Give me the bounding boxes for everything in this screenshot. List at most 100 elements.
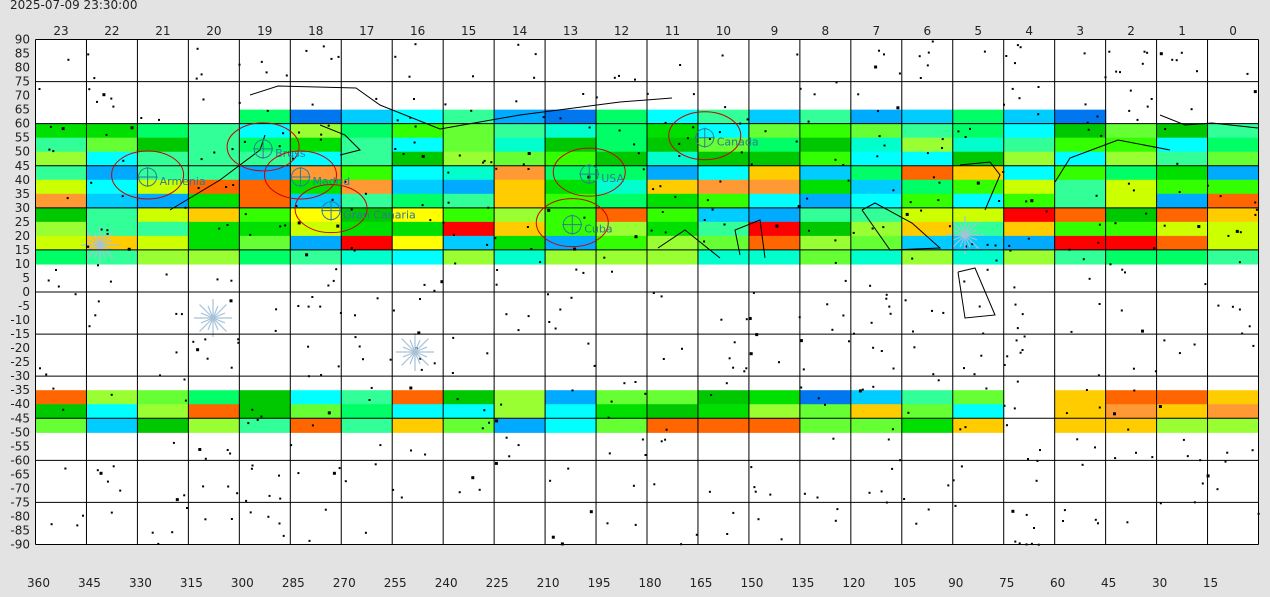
star-dot bbox=[710, 394, 713, 396]
coverage-cell bbox=[647, 390, 699, 405]
site-marker: Gran Canaria bbox=[294, 184, 416, 234]
ra-label: 30 bbox=[1152, 576, 1167, 590]
star-dot bbox=[652, 292, 655, 294]
star-dot bbox=[419, 298, 421, 300]
star-dot bbox=[297, 305, 300, 307]
star-dot bbox=[1206, 474, 1210, 478]
coverage-cell bbox=[1003, 165, 1056, 181]
star-dot bbox=[379, 444, 382, 447]
coverage-cell bbox=[1003, 221, 1056, 237]
coverage-cell bbox=[239, 390, 291, 405]
star-dot bbox=[826, 303, 829, 306]
star-dot bbox=[726, 533, 729, 535]
star-dot bbox=[1127, 428, 1130, 431]
star-dot bbox=[534, 53, 537, 56]
coverage-cell bbox=[1156, 165, 1209, 181]
coverage-cell bbox=[188, 207, 240, 223]
star-dot bbox=[719, 180, 722, 183]
star-dot bbox=[641, 438, 644, 441]
star-dot bbox=[868, 491, 871, 494]
starburst-ray bbox=[951, 234, 966, 249]
coverage-cell bbox=[290, 207, 342, 223]
star-dot bbox=[724, 106, 727, 109]
star-dot bbox=[186, 507, 188, 509]
coverage-cell bbox=[1156, 207, 1209, 223]
star-dot bbox=[488, 421, 490, 424]
coverage-cell bbox=[799, 193, 852, 209]
star-dot bbox=[52, 150, 55, 153]
star-dot bbox=[1006, 424, 1008, 427]
coverage-cell bbox=[392, 235, 444, 251]
declination-label: 20 bbox=[15, 229, 30, 243]
star-dot bbox=[350, 208, 353, 211]
star-dot bbox=[52, 387, 55, 390]
star-dot bbox=[231, 148, 234, 151]
star-dot bbox=[409, 116, 412, 119]
star-dot bbox=[478, 488, 481, 491]
starburst-ray bbox=[99, 232, 106, 246]
coverage-cell bbox=[799, 137, 852, 153]
coverage-cell bbox=[850, 109, 903, 125]
star-dot bbox=[319, 305, 322, 308]
coverage-cell bbox=[239, 137, 291, 153]
star-dot bbox=[86, 244, 90, 248]
site-ring bbox=[226, 122, 300, 172]
coverage-cell bbox=[901, 418, 954, 433]
star-dot bbox=[872, 385, 875, 388]
star-dot bbox=[664, 231, 667, 234]
starburst-ray bbox=[401, 351, 416, 366]
hour-label: 6 bbox=[923, 24, 931, 38]
star-dot bbox=[195, 77, 198, 80]
star-dot bbox=[632, 484, 635, 487]
star-dot bbox=[870, 321, 873, 324]
coverage-cell bbox=[1105, 193, 1158, 209]
star-dot bbox=[813, 93, 816, 96]
hour-label: 19 bbox=[257, 24, 272, 38]
star-dot bbox=[96, 100, 98, 103]
star-dot bbox=[750, 466, 753, 469]
star-dot bbox=[1135, 451, 1137, 454]
star-dot bbox=[1255, 208, 1258, 211]
star-dot bbox=[112, 105, 115, 108]
declination-label: 0 bbox=[22, 285, 30, 299]
star-dot bbox=[159, 374, 161, 377]
star-dot bbox=[481, 427, 484, 430]
star-dot bbox=[409, 386, 413, 390]
site-marker: Madrid bbox=[263, 150, 350, 200]
star-dot bbox=[703, 219, 706, 221]
star-dot bbox=[57, 285, 60, 288]
coverage-cell bbox=[341, 235, 393, 251]
star-dot bbox=[567, 467, 570, 470]
coverage-cell bbox=[1105, 235, 1158, 251]
star-dot bbox=[1109, 263, 1112, 266]
star-dot bbox=[308, 539, 311, 542]
star-dot bbox=[48, 148, 51, 151]
star-dot bbox=[646, 92, 649, 95]
star-dot bbox=[196, 47, 199, 50]
declination-label: -55 bbox=[10, 439, 30, 453]
star-dot bbox=[67, 58, 70, 61]
coverage-cell bbox=[1207, 390, 1260, 405]
star-dot bbox=[327, 284, 330, 287]
coverage-cell bbox=[188, 221, 240, 237]
coverage-cell bbox=[341, 151, 393, 167]
starburst-ray bbox=[959, 234, 966, 248]
coverage-cell bbox=[188, 123, 240, 139]
hour-label: 9 bbox=[771, 24, 779, 38]
star-dot bbox=[1063, 509, 1066, 512]
coverage-cell bbox=[392, 249, 444, 265]
coverage-cell bbox=[290, 123, 342, 139]
declination-label: -15 bbox=[10, 327, 30, 341]
coverage-cell bbox=[952, 137, 1005, 153]
starburst-ray bbox=[414, 351, 421, 365]
star-dot bbox=[517, 444, 520, 447]
starburst-ray bbox=[207, 305, 214, 319]
coverage-cell bbox=[443, 179, 495, 195]
coverage-cell bbox=[494, 137, 546, 153]
coverage-cell bbox=[1054, 165, 1107, 181]
coverage-cell bbox=[647, 165, 699, 181]
star-dot bbox=[1252, 344, 1255, 347]
starburst-ray bbox=[402, 351, 416, 358]
star-dot bbox=[265, 71, 268, 74]
